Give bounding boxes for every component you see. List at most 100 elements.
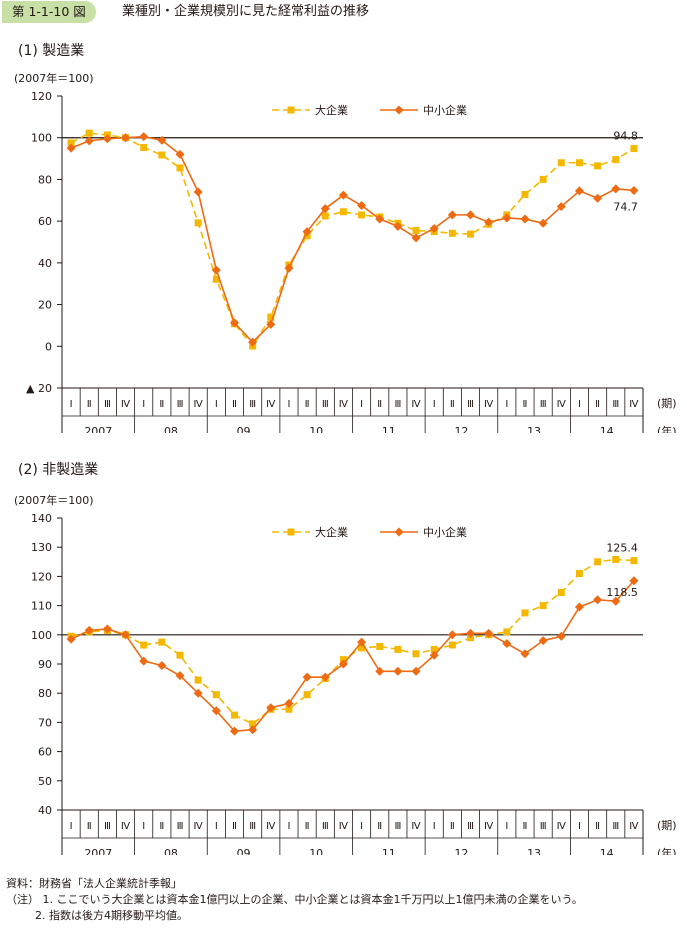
data-point [284,698,294,708]
data-point [357,201,367,210]
legend: 大企業 中小企業 [272,103,467,117]
series-line-small [70,580,635,732]
data-point [284,263,294,273]
quarter-label: Ⅲ [394,821,401,832]
data-point [249,720,257,728]
data-point [448,229,456,237]
quarter-label: Ⅱ [450,399,455,410]
quarter-label: Ⅰ [142,821,145,832]
panel-title-manufacturing: (1) 製造業 [18,43,85,59]
year-label: 13 [527,425,541,433]
data-point [139,132,149,142]
series-line-small [70,135,634,344]
data-point [520,649,530,659]
quarter-label: Ⅰ [360,399,363,410]
data-point [320,204,330,214]
data-point [320,672,330,682]
year-label: 10 [309,425,323,433]
data-point [376,642,384,650]
y-tick-label: 50 [38,775,52,788]
data-point [484,628,494,638]
data-point [593,595,603,605]
year-label: 11 [382,425,396,433]
quarter-label: Ⅰ [433,821,436,832]
quarter-label: Ⅱ [305,399,310,410]
data-point [503,628,511,636]
year-label: 2007 [84,425,112,433]
end-label-small: 74.7 [613,200,638,213]
figure-header: 第 1-1-10 図 業種別・企業規模別に見た経常利益の推移 [0,0,687,30]
note-1: （注） 1. ここでいう大企業とは資本金1億円以上の企業、中小企業とは資本金1千… [6,893,583,906]
data-point [412,227,420,235]
data-point [557,159,565,167]
data-point [538,218,548,228]
legend-label: 中小企業 [423,103,467,117]
quarter-label: Ⅱ [595,821,600,832]
data-point [629,576,639,586]
unit-label-manufacturing: (2007年＝100) [14,72,94,85]
data-point [521,609,529,617]
quarter-label: Ⅰ [578,821,581,832]
period-axis-label: (期) [657,397,677,410]
data-point [140,144,148,152]
data-point [539,175,547,183]
y-tick-label: 80 [38,687,52,700]
data-point [611,184,621,194]
quarter-label: Ⅳ [121,821,131,832]
quarter-label: Ⅰ [70,399,73,410]
quarter-label: Ⅱ [87,399,92,410]
figure-title: 業種別・企業規模別に見た経常利益の推移 [122,4,370,19]
data-point [575,569,583,577]
quarter-label: Ⅲ [467,821,474,832]
year-label: 12 [454,847,468,855]
data-point [556,202,566,212]
data-point [157,135,167,145]
quarter-label: Ⅳ [121,399,131,410]
quarter-label: Ⅳ [266,821,276,832]
end-label-large: 125.4 [606,542,638,555]
data-point [466,210,476,220]
data-point [502,639,512,649]
data-point [521,190,529,198]
year-label: 13 [527,847,541,855]
end-label-small: 118.5 [606,586,638,599]
data-point [139,656,149,666]
data-point [339,208,347,216]
quarter-label: Ⅲ [249,399,256,410]
data-point [575,159,583,167]
quarter-label: Ⅳ [629,821,639,832]
data-point [175,671,185,681]
data-point [193,187,203,197]
year-label: 09 [237,847,251,855]
data-point [538,636,548,646]
data-point [302,672,312,682]
data-point [429,650,439,660]
data-point [630,557,638,565]
data-point [248,337,258,347]
y-tick-label: 60 [38,746,52,759]
notes: 資料：財務省「法人企業統計季報」 （注） 1. ここでいう大企業とは資本金1億円… [6,876,583,924]
data-point [448,641,456,649]
quarter-label: Ⅱ [232,399,237,410]
y-tick-label: 90 [38,658,52,671]
quarter-label: Ⅳ [411,821,421,832]
data-point [102,134,112,144]
quarter-label: Ⅱ [377,399,382,410]
data-point [194,219,202,227]
year-label: 14 [600,425,614,433]
data-point [211,706,221,716]
quarter-label: Ⅲ [177,399,184,410]
data-point [358,211,366,219]
data-point [429,223,439,233]
legend-marker [287,106,295,114]
data-point [375,666,385,676]
data-point [285,705,293,713]
y-tick-label: 20 [38,299,52,312]
data-point [67,139,75,147]
quarter-label: Ⅰ [505,399,508,410]
data-point [212,691,220,699]
legend: 大企業 中小企業 [272,525,467,539]
quarter-label: Ⅱ [159,399,164,410]
quarter-label: Ⅳ [557,399,567,410]
